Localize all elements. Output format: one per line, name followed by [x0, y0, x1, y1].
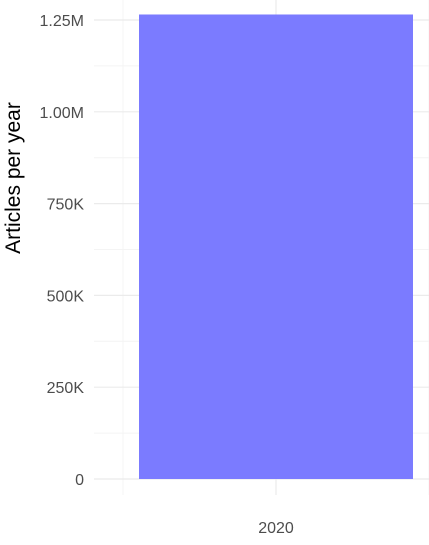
y-axis-title: Articles per year: [2, 102, 25, 254]
y-axis-ticks: 0 250K 500K 750K 1.00M 1.25M: [40, 13, 85, 489]
y-tick-label: 1.00M: [40, 105, 84, 122]
x-tick-label: 2020: [258, 520, 294, 537]
x-axis-ticks: 2020: [258, 520, 294, 537]
bar-layer: [139, 14, 413, 479]
y-tick-label: 1.25M: [40, 13, 84, 30]
y-tick-label: 750K: [47, 197, 85, 214]
bar-2020: [139, 14, 413, 479]
y-tick-label: 0: [75, 472, 84, 489]
y-tick-label: 250K: [47, 380, 85, 397]
y-tick-label: 500K: [47, 288, 85, 305]
